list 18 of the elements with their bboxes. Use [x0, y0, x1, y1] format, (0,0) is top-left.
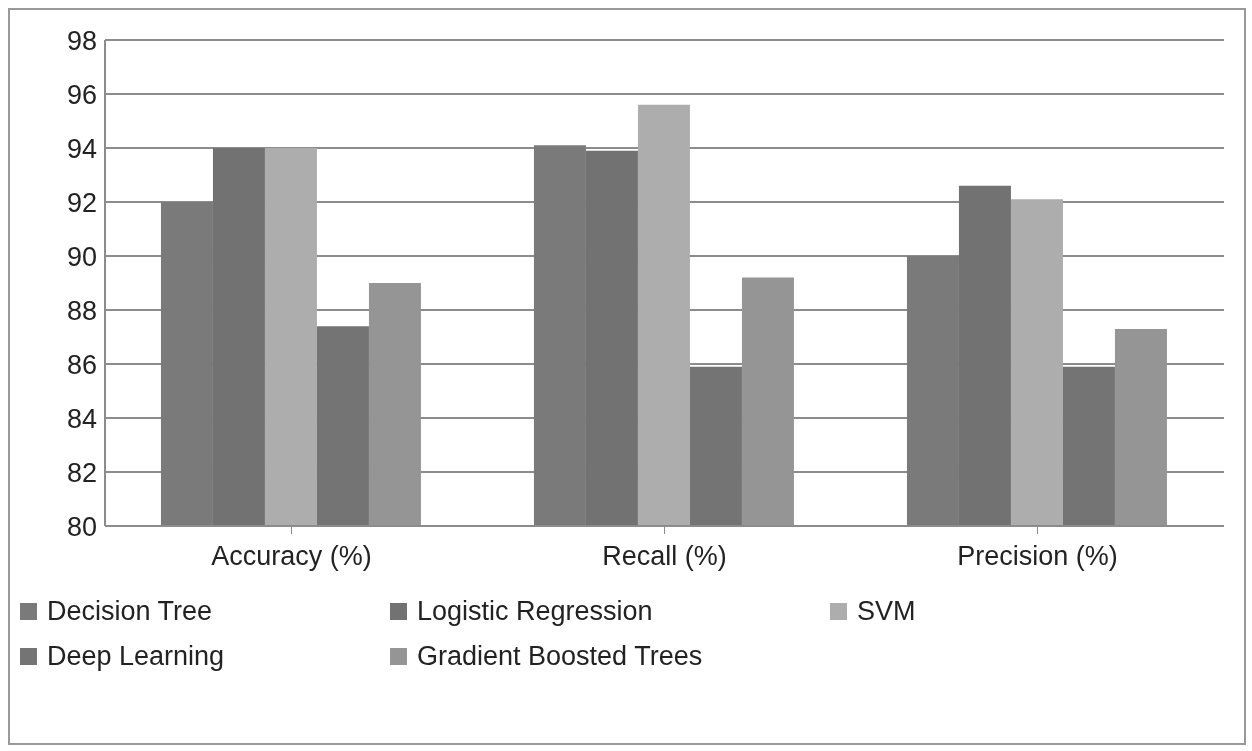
y-tick-label: 90: [66, 241, 97, 272]
y-tick-label: 82: [66, 457, 97, 488]
y-tick-label: 96: [66, 79, 97, 110]
y-tick-label: 80: [66, 511, 97, 542]
y-tick-label: 98: [66, 25, 97, 56]
x-tick-label: Precision (%): [957, 541, 1118, 572]
y-tick-label: 84: [66, 403, 97, 434]
y-tick-label: 88: [66, 295, 97, 326]
x-tick-label: Recall (%): [602, 541, 727, 572]
legend-label: SVM: [857, 596, 916, 627]
legend-label: Gradient Boosted Trees: [417, 641, 703, 672]
legend-label: Decision Tree: [47, 596, 213, 627]
legend-label: Logistic Regression: [417, 596, 653, 627]
y-tick-label: 92: [66, 187, 97, 218]
x-tick-label: Accuracy (%): [211, 541, 372, 572]
y-tick-label: 94: [66, 133, 97, 164]
legend-label: Deep Learning: [47, 641, 225, 672]
y-tick-label: 86: [66, 349, 97, 380]
